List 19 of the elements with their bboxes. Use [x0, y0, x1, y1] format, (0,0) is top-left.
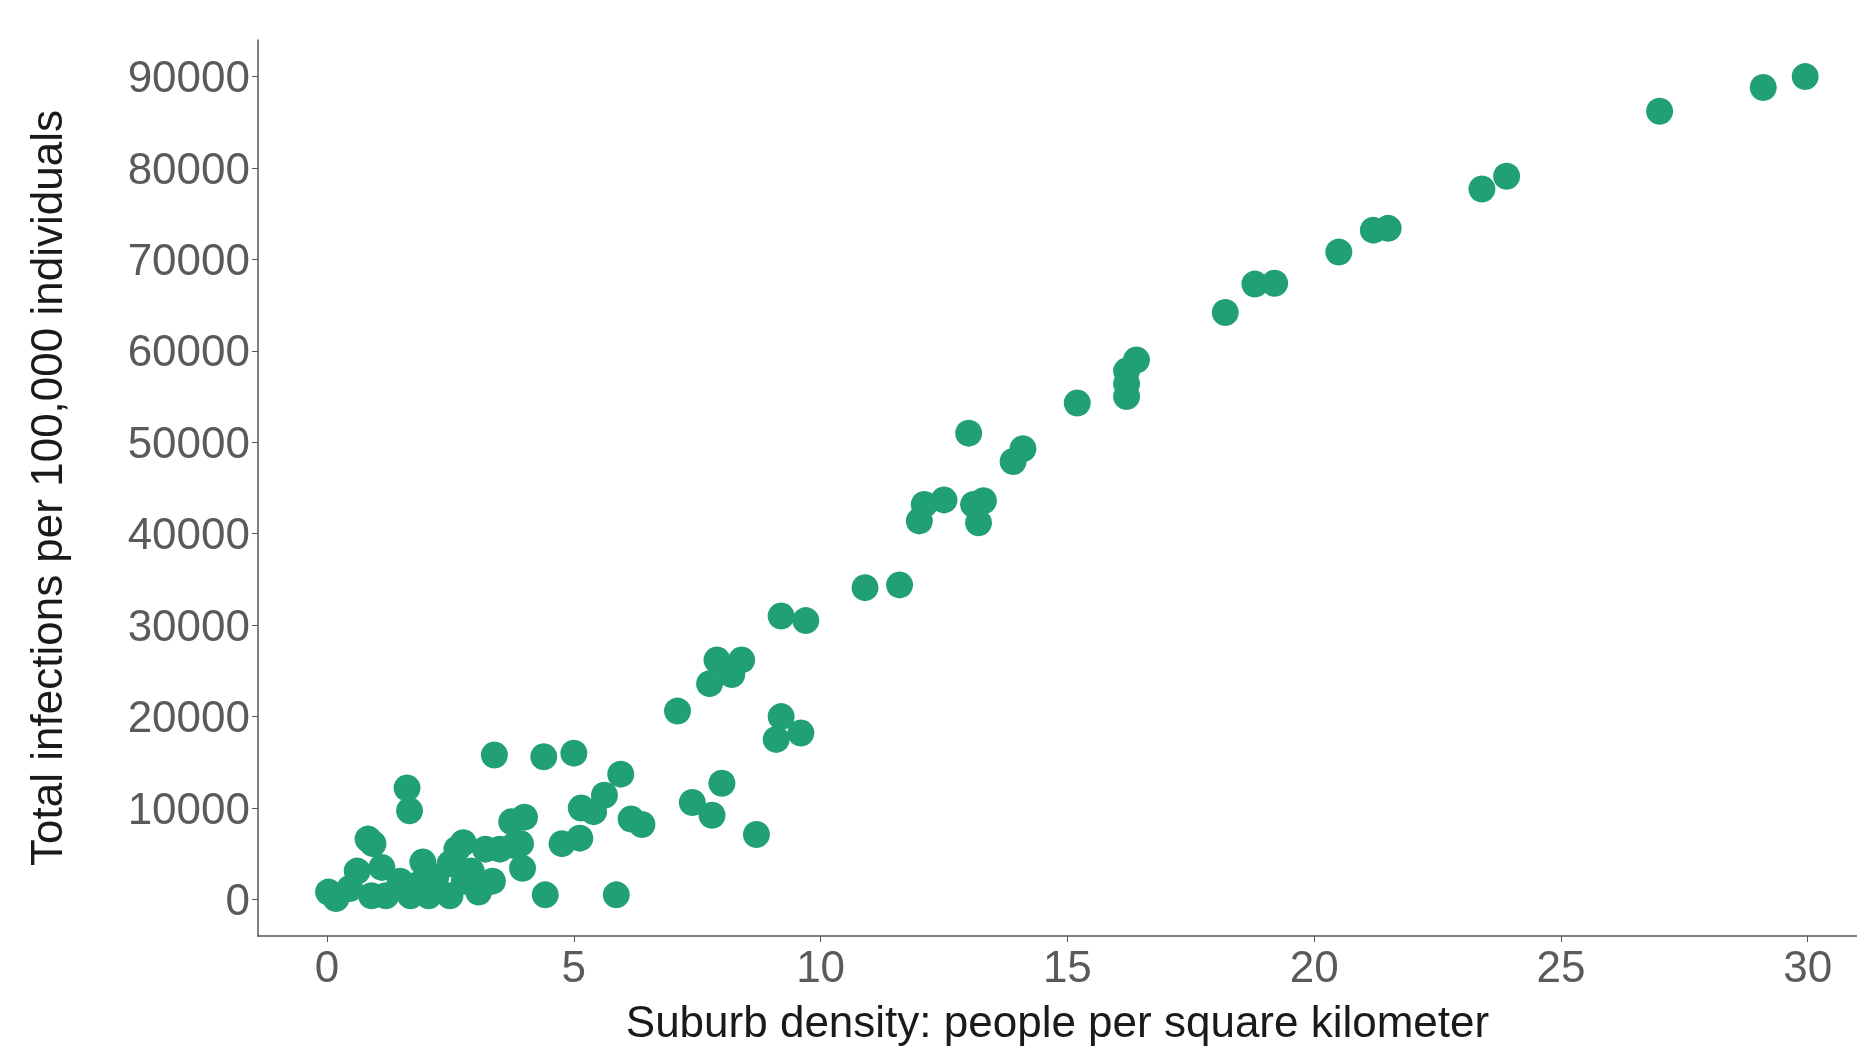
x-axis-title: Suburb density: people per square kilometer [625, 996, 1490, 1046]
y-tick-label: 10000 [127, 783, 250, 833]
y-tick-label: 90000 [127, 52, 250, 102]
y-tick-label: 70000 [127, 234, 250, 284]
x-tick-label: 15 [1042, 941, 1092, 991]
y-tick-label: 50000 [127, 417, 250, 467]
y-tick-label: 30000 [127, 600, 250, 650]
y-axis-title: Total infections per 100,000 individuals [21, 110, 71, 866]
y-tick-label: 20000 [127, 692, 250, 742]
x-tick-label: 25 [1536, 941, 1586, 991]
y-tick-label: 40000 [127, 509, 250, 559]
y-tick-label: 80000 [127, 143, 250, 193]
x-tick-label: 5 [561, 941, 587, 991]
x-tick-label: 10 [796, 941, 846, 991]
x-tick-label: 20 [1289, 941, 1339, 991]
x-tick-label: 0 [314, 941, 340, 991]
y-tick-label: 0 [225, 874, 250, 924]
x-tick-label: 30 [1783, 941, 1833, 991]
y-tick-label: 60000 [127, 326, 250, 376]
